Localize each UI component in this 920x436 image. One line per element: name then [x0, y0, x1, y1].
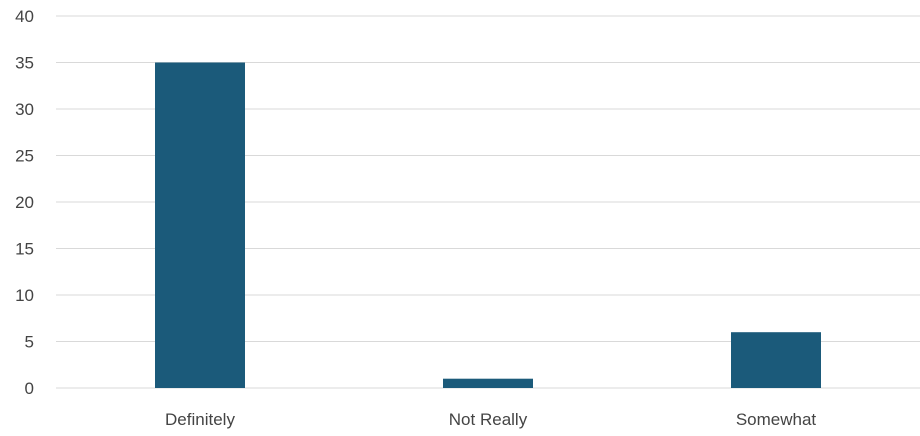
- bar-not-really: [443, 378, 533, 388]
- x-axis: Definitely Not Really Somewhat: [165, 410, 816, 429]
- bar-definitely: [155, 62, 245, 388]
- y-axis: 0 5 10 15 20 25 30 35 40: [15, 7, 34, 398]
- y-tick-label: 35: [15, 54, 34, 73]
- bar-somewhat: [731, 332, 821, 388]
- y-tick-label: 0: [25, 379, 34, 398]
- y-tick-label: 30: [15, 100, 34, 119]
- x-tick-label: Definitely: [165, 410, 235, 429]
- y-tick-label: 40: [15, 7, 34, 26]
- x-tick-label: Somewhat: [736, 410, 817, 429]
- x-tick-label: Not Really: [449, 410, 528, 429]
- y-tick-label: 25: [15, 147, 34, 166]
- bars: [155, 62, 821, 388]
- y-tick-label: 15: [15, 240, 34, 259]
- y-tick-label: 10: [15, 286, 34, 305]
- y-tick-label: 5: [25, 333, 34, 352]
- y-tick-label: 20: [15, 193, 34, 212]
